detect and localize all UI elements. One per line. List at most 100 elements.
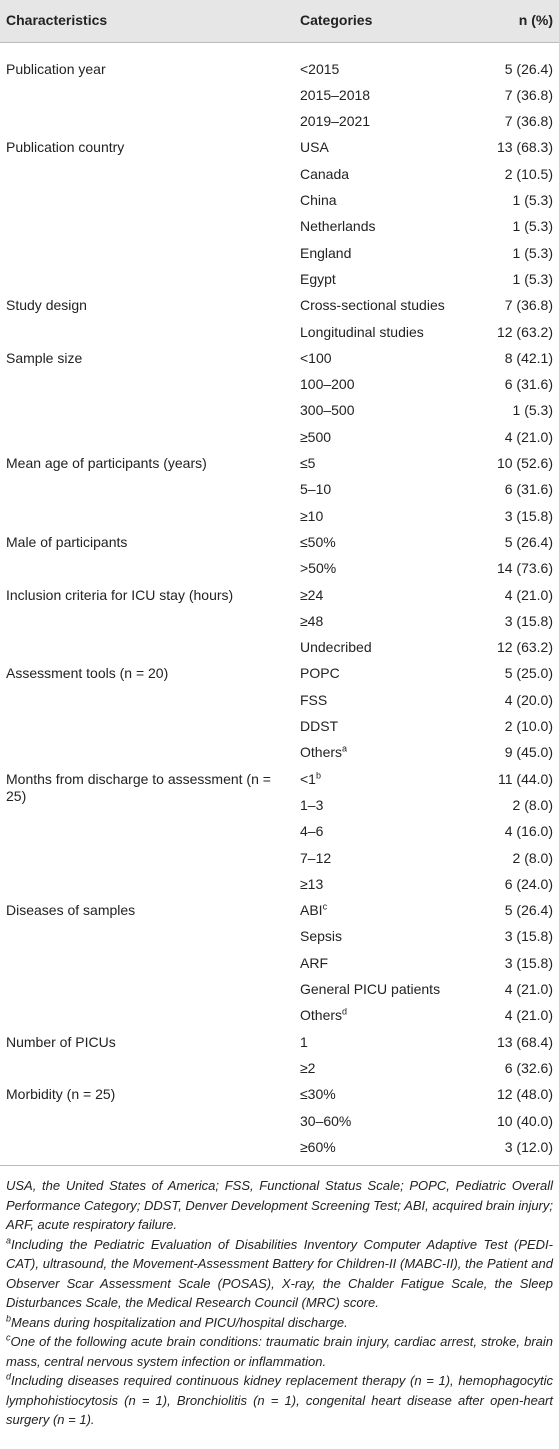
category: ≥24 (300, 587, 323, 604)
footnote-mark: b (6, 1313, 12, 1324)
count: 5 (26.4) (504, 533, 553, 550)
category-text: <100 (300, 349, 332, 366)
category-text: 1–3 (300, 796, 324, 813)
count: 2 (8.0) (512, 849, 553, 866)
category-text: ≥48 (300, 612, 324, 629)
category: 5–10 (300, 481, 331, 498)
characteristic: Number of PICUs (6, 1033, 116, 1050)
count: 9 (45.0) (504, 744, 553, 761)
category: China (300, 192, 337, 209)
category-text: <2015 (300, 60, 340, 77)
category: 2015–2018 (300, 87, 370, 104)
category-text: 2019–2021 (300, 113, 371, 130)
count: 4 (21.0) (504, 428, 553, 445)
footnote-mark: b (315, 769, 321, 780)
characteristic: Male of participants (6, 533, 128, 550)
category: England (300, 245, 351, 262)
count: 12 (48.0) (496, 1086, 553, 1103)
category: Othersa (300, 744, 347, 761)
category-text: 4–6 (300, 823, 324, 840)
count: 3 (15.8) (504, 954, 553, 971)
footnote: aIncluding the Pediatric Evaluation of D… (6, 1235, 553, 1313)
category-text: POPC (300, 665, 340, 682)
header-cell: n (%) (518, 12, 553, 28)
category-text: 100–200 (300, 376, 355, 393)
count: 7 (36.8) (504, 113, 553, 130)
category-text: 1 (300, 1033, 308, 1050)
category: ARF (300, 955, 328, 972)
category: 1 (300, 1034, 308, 1051)
characteristic: Sample size (6, 349, 83, 366)
count: 1 (5.3) (512, 270, 553, 287)
count: 6 (31.6) (504, 481, 553, 498)
count: 2 (10.5) (504, 165, 553, 182)
category: 1–3 (300, 797, 323, 814)
category: 100–200 (300, 376, 355, 393)
category-text: <1 (300, 770, 316, 787)
category-text: Others (300, 1007, 343, 1024)
category: ≥13 (300, 876, 323, 893)
category-text: 30–60% (300, 1112, 352, 1129)
count: 7 (36.8) (504, 297, 553, 314)
category-text: Undecribed (300, 639, 372, 656)
category-text: USA (300, 139, 329, 156)
category: <1b (300, 769, 321, 788)
count: 4 (16.0) (504, 823, 553, 840)
category-text: Cross-sectional studies (300, 297, 445, 314)
count: 5 (26.4) (504, 902, 553, 919)
footnote-mark: d (342, 1006, 348, 1017)
category: DDST (300, 718, 338, 735)
characteristic: Publication year (6, 60, 106, 77)
table-rule (0, 1165, 559, 1167)
count: 2 (8.0) (512, 796, 553, 813)
count: 4 (21.0) (504, 1007, 553, 1024)
count: 4 (20.0) (504, 691, 553, 708)
count: 8 (42.1) (504, 349, 553, 366)
category-text: ≥60% (300, 1138, 336, 1155)
count: 3 (15.8) (504, 507, 553, 524)
category: ABIc (300, 902, 327, 919)
category: 2019–2021 (300, 113, 370, 130)
footnote-mark: d (6, 1371, 12, 1382)
category-text: ≤30% (300, 1086, 336, 1103)
count: 1 (5.3) (512, 244, 553, 261)
characteristic: Inclusion criteria for ICU stay (hours) (6, 586, 234, 603)
category: FSS (300, 692, 327, 709)
category: 30–60% (300, 1113, 351, 1130)
category-text: 2015–2018 (300, 86, 371, 103)
category-text: ≥13 (300, 875, 324, 892)
category-text: ≥10 (300, 507, 324, 524)
count: 13 (68.3) (496, 139, 553, 156)
category: 4–6 (300, 823, 323, 840)
category-text: England (300, 244, 352, 261)
characteristic: Publication country (6, 139, 125, 156)
category-text: General PICU patients (300, 981, 441, 997)
header-cell: Characteristics (6, 12, 108, 28)
footnote-text: Including diseases required continuous k… (6, 1373, 553, 1427)
count: 7 (36.8) (504, 86, 553, 103)
category-text: Longitudinal studies (300, 323, 424, 340)
footnote-mark: a (6, 1235, 12, 1246)
count: 1 (5.3) (512, 402, 553, 419)
footnote-text: One of the following acute brain conditi… (6, 1334, 553, 1369)
category: Undecribed (300, 639, 372, 656)
category: ≥2 (300, 1060, 315, 1077)
count: 14 (73.6) (496, 560, 553, 577)
category-text: ≥24 (300, 586, 324, 603)
count: 12 (63.2) (496, 323, 553, 340)
category: 300–500 (300, 402, 355, 419)
category: Othersd (300, 1007, 347, 1024)
footnote: dIncluding diseases required continuous … (6, 1371, 553, 1430)
category: <100 (300, 350, 332, 367)
category-text: >50% (300, 560, 337, 577)
category-text: ≥500 (300, 428, 332, 445)
footnote-text: Including the Pediatric Evaluation of Di… (6, 1236, 553, 1311)
count: 6 (31.6) (504, 376, 553, 393)
category-text: ARF (300, 954, 328, 971)
category-text: ≤5 (300, 455, 316, 471)
count: 1 (5.3) (512, 192, 553, 208)
category: ≥48 (300, 613, 323, 630)
category-text: DDST (300, 718, 339, 734)
category: <2015 (300, 61, 339, 78)
